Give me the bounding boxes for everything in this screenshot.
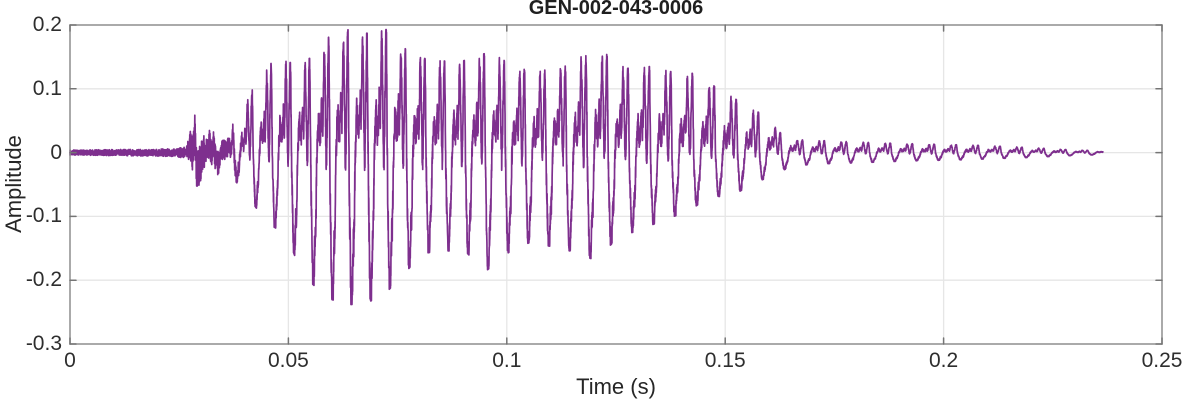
x-tick-label: 0.2 xyxy=(928,349,959,372)
y-tick-label: 0.2 xyxy=(32,13,62,36)
chart-title: GEN-002-043-0006 xyxy=(528,0,704,19)
x-tick-label: 0.25 xyxy=(1141,349,1182,372)
x-axis-label: Time (s) xyxy=(576,374,656,399)
y-tick-label: -0.3 xyxy=(25,332,62,355)
x-tick-label: 0.05 xyxy=(267,349,309,372)
y-tick-label: 0.1 xyxy=(32,76,62,100)
x-tick-label: 0 xyxy=(64,349,76,372)
x-tick-label: 0.15 xyxy=(704,349,746,372)
y-tick-label: 0 xyxy=(50,140,62,164)
x-tick-label: 0.1 xyxy=(492,349,522,372)
y-tick-label: -0.2 xyxy=(25,268,62,292)
y-tick-label: -0.1 xyxy=(25,204,62,228)
